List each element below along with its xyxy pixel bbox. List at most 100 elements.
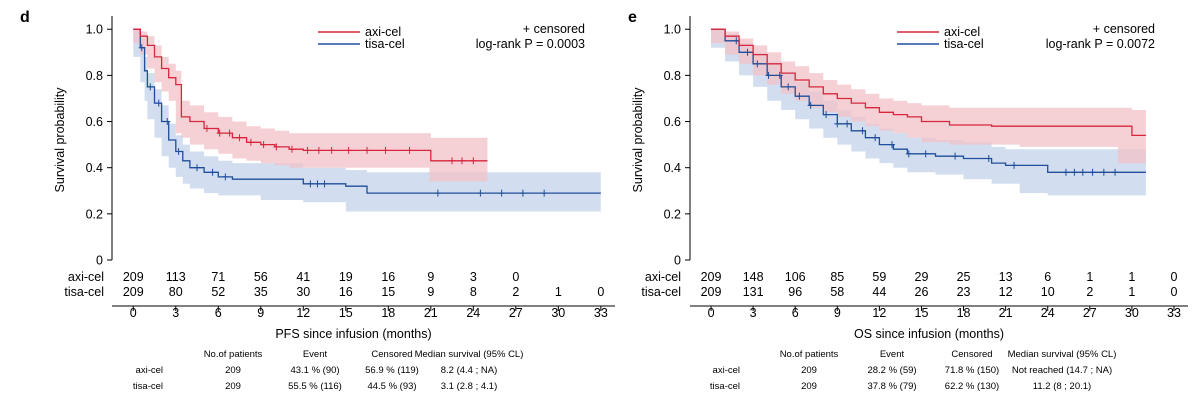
y-tick-label: 0 <box>96 254 103 268</box>
x-tick-label: 30 <box>1125 306 1139 320</box>
censor-mark <box>823 111 830 119</box>
summary-header: Median survival (95% CL) <box>1008 349 1117 360</box>
risk-count-axi-cel: 41 <box>296 270 310 284</box>
x-tick-label: 12 <box>296 306 310 320</box>
risk-count-axi-cel: 56 <box>254 270 268 284</box>
risk-count-tisa-cel: 16 <box>339 285 353 299</box>
x-tick-label: 3 <box>750 306 757 320</box>
summary-cell: 37.8 % (79) <box>867 381 916 392</box>
y-tick-label: 1.0 <box>664 23 681 37</box>
censor-mark <box>458 157 465 165</box>
summary-cell: 209 <box>801 381 817 392</box>
censored-note: + censored <box>1093 22 1155 36</box>
censor-mark <box>1089 168 1096 176</box>
x-tick-label: 27 <box>509 306 523 320</box>
x-tick-label: 0 <box>708 306 715 320</box>
censor-mark <box>315 146 322 154</box>
risk-label-axi-cel: axi-cel <box>645 270 681 284</box>
censor-mark <box>859 127 866 135</box>
risk-count-axi-cel: 113 <box>166 270 186 284</box>
censored-note: + censored <box>523 22 585 36</box>
risk-count-tisa-cel: 35 <box>254 285 268 299</box>
risk-count-axi-cel: 1 <box>1128 270 1135 284</box>
x-tick-label: 9 <box>834 306 841 320</box>
risk-count-tisa-cel: 0 <box>597 285 604 299</box>
censor-mark <box>364 146 371 154</box>
censor-mark <box>260 141 267 149</box>
censor-mark <box>477 189 484 197</box>
censor-mark <box>345 146 352 154</box>
censor-mark <box>834 120 841 128</box>
panel-letter: d <box>20 9 30 26</box>
y-tick-label: 0.2 <box>86 207 103 221</box>
censor-mark <box>382 146 389 154</box>
summary-cell: 55.5 % (116) <box>288 381 342 392</box>
risk-count-tisa-cel: 9 <box>427 285 434 299</box>
summary-cell: 3.1 (2.8 ; 4.1) <box>441 381 498 392</box>
ci-band-axi-cel <box>133 29 488 182</box>
risk-label-tisa-cel: tisa-cel <box>64 285 104 299</box>
risk-count-axi-cel: 19 <box>339 270 353 284</box>
censor-mark <box>236 134 243 142</box>
risk-count-axi-cel: 148 <box>743 270 764 284</box>
summary-cell: 209 <box>801 365 817 376</box>
risk-count-axi-cel: 3 <box>470 270 477 284</box>
x-axis-title: OS since infusion (months) <box>854 327 1004 341</box>
censor-mark <box>164 118 171 126</box>
risk-count-tisa-cel: 0 <box>1170 285 1177 299</box>
censor-mark <box>328 146 335 154</box>
risk-label-tisa-cel: tisa-cel <box>641 285 681 299</box>
censor-mark <box>175 148 182 156</box>
censor-mark <box>194 164 201 172</box>
summary-header: Event <box>880 349 905 360</box>
censor-mark <box>216 129 223 137</box>
survival-curve-axi-cel <box>133 28 488 162</box>
legend-label-axi-cel: axi-cel <box>944 25 980 39</box>
risk-count-tisa-cel: 209 <box>701 285 722 299</box>
censor-mark <box>304 146 311 154</box>
x-tick-label: 15 <box>915 306 929 320</box>
y-tick-label: 0.6 <box>664 115 681 129</box>
censor-mark <box>226 129 233 137</box>
risk-count-tisa-cel: 58 <box>830 285 844 299</box>
censor-mark <box>985 154 992 162</box>
censor-mark <box>1062 168 1069 176</box>
risk-count-tisa-cel: 12 <box>999 285 1013 299</box>
survival-curve-tisa-cel <box>133 28 601 194</box>
risk-count-tisa-cel: 8 <box>470 285 477 299</box>
x-tick-label: 33 <box>594 306 608 320</box>
censor-mark <box>905 150 912 158</box>
risk-count-axi-cel: 9 <box>427 270 434 284</box>
censor-mark <box>449 157 456 165</box>
censor-mark <box>155 99 162 107</box>
y-axis-title: Survival probability <box>53 87 67 193</box>
y-tick-label: 1.0 <box>86 23 103 37</box>
survival-curve-tisa-cel <box>711 28 1146 173</box>
censor-mark <box>273 143 280 151</box>
censor-mark <box>1011 161 1018 169</box>
censor-mark <box>498 189 505 197</box>
risk-count-axi-cel: 6 <box>1044 270 1051 284</box>
censor-mark <box>247 138 254 146</box>
risk-count-tisa-cel: 26 <box>915 285 929 299</box>
risk-count-axi-cel: 25 <box>957 270 971 284</box>
summary-cell: 28.2 % (59) <box>867 365 916 376</box>
risk-count-axi-cel: 1 <box>1086 270 1093 284</box>
x-tick-label: 30 <box>551 306 565 320</box>
summary-header: Censored <box>951 349 992 360</box>
risk-count-axi-cel: 29 <box>915 270 929 284</box>
panel-d: d00.20.40.60.81.00 3 6 9 12 15 18 21 24 27 30 33Sur… <box>20 9 615 392</box>
x-tick-label: 27 <box>1083 306 1097 320</box>
summary-cell: 8.2 (4.4 ; NA) <box>441 365 498 376</box>
censor-mark <box>434 189 441 197</box>
logrank-p-value: log-rank P = 0.0003 <box>476 37 585 51</box>
summary-header: No.of patients <box>780 349 839 360</box>
ci-band-axi-cel <box>711 29 1146 164</box>
censor-mark <box>1112 168 1119 176</box>
x-tick-label: 33 <box>1167 306 1181 320</box>
x-tick-label: 18 <box>957 306 971 320</box>
risk-count-tisa-cel: 44 <box>872 285 886 299</box>
summary-header: Median survival (95% CL) <box>415 349 524 360</box>
censor-mark <box>321 180 328 188</box>
